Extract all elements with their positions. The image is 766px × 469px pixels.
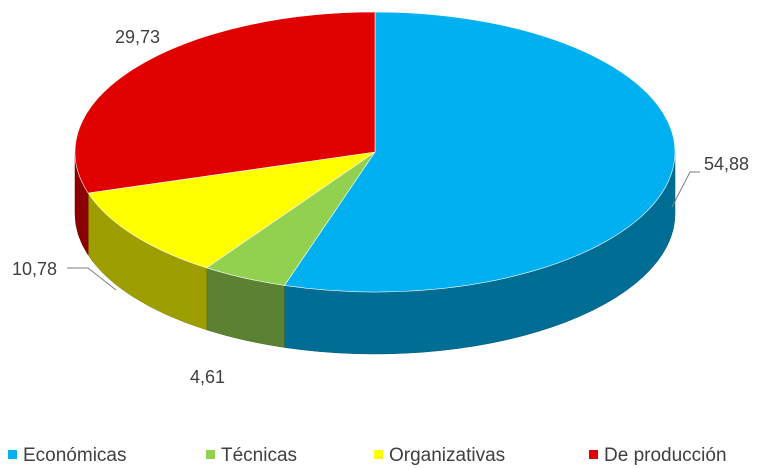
legend-label: De producción bbox=[604, 445, 727, 466]
leader-line bbox=[671, 171, 700, 208]
data-label: 54,88 bbox=[704, 154, 749, 174]
slice bbox=[74, 11, 376, 194]
legend-swatch bbox=[206, 450, 215, 459]
slice bbox=[283, 11, 676, 293]
legend-swatch bbox=[374, 450, 383, 459]
leader-line bbox=[67, 267, 117, 291]
legend-swatch bbox=[8, 450, 17, 459]
legend-swatch bbox=[589, 450, 598, 459]
data-label: 4,61 bbox=[190, 367, 225, 387]
legend-label: Económicas bbox=[23, 445, 127, 466]
data-label: 10,78 bbox=[12, 259, 57, 279]
legend-label: Organizativas bbox=[389, 445, 505, 466]
slice bbox=[87, 151, 376, 269]
legend-label: Técnicas bbox=[221, 445, 297, 466]
data-label: 29,73 bbox=[115, 27, 160, 47]
